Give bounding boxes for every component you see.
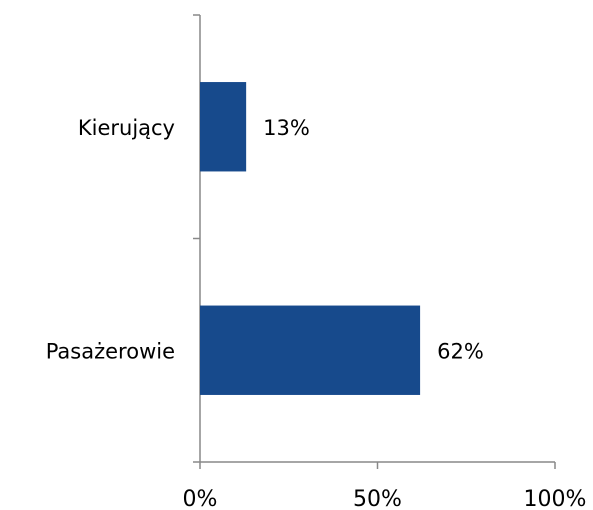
x-tick-label: 100% [524, 487, 587, 510]
value-label: 62% [437, 339, 484, 363]
x-tick-label: 50% [353, 487, 402, 510]
bar [200, 305, 421, 395]
y-tick-label: Pasażerowie [46, 339, 175, 363]
y-tick-label: Kierujący [78, 116, 175, 140]
bar [200, 82, 247, 172]
value-label: 13% [263, 116, 310, 140]
x-tick-label: 0% [183, 487, 218, 510]
